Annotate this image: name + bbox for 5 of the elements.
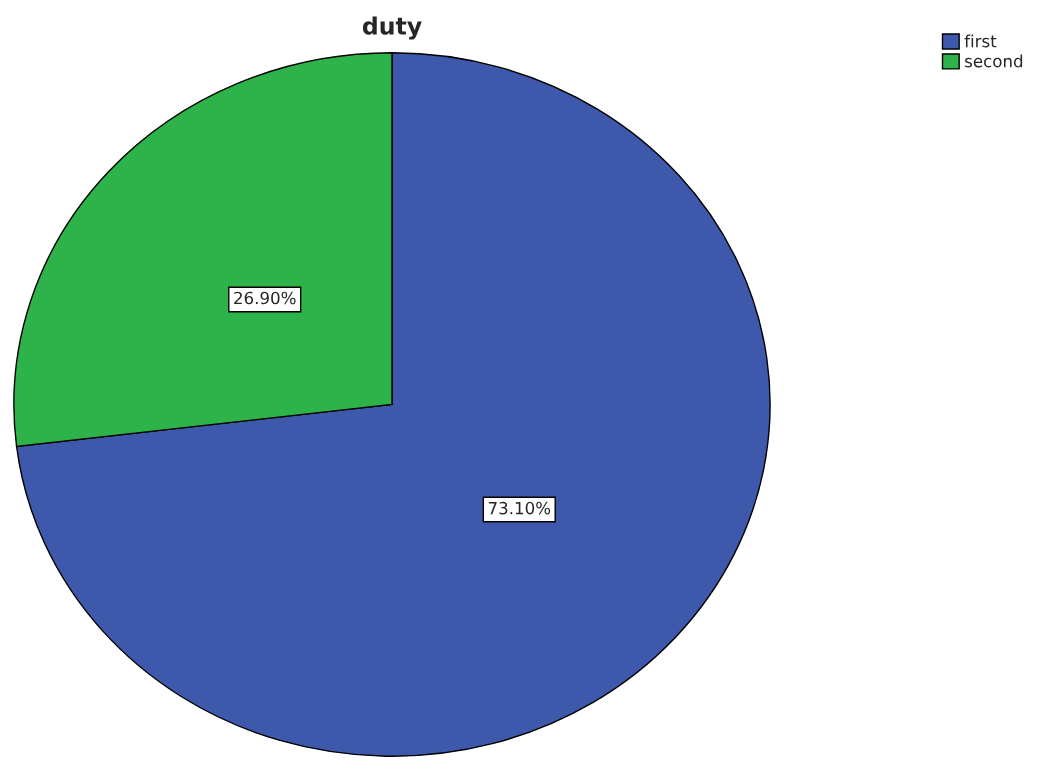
legend-label: first xyxy=(964,34,997,48)
data-label: 73.10% xyxy=(488,501,551,515)
chart-title: duty xyxy=(362,16,422,40)
data-label: 26.90% xyxy=(234,291,296,305)
legend-label: second xyxy=(965,54,1023,68)
